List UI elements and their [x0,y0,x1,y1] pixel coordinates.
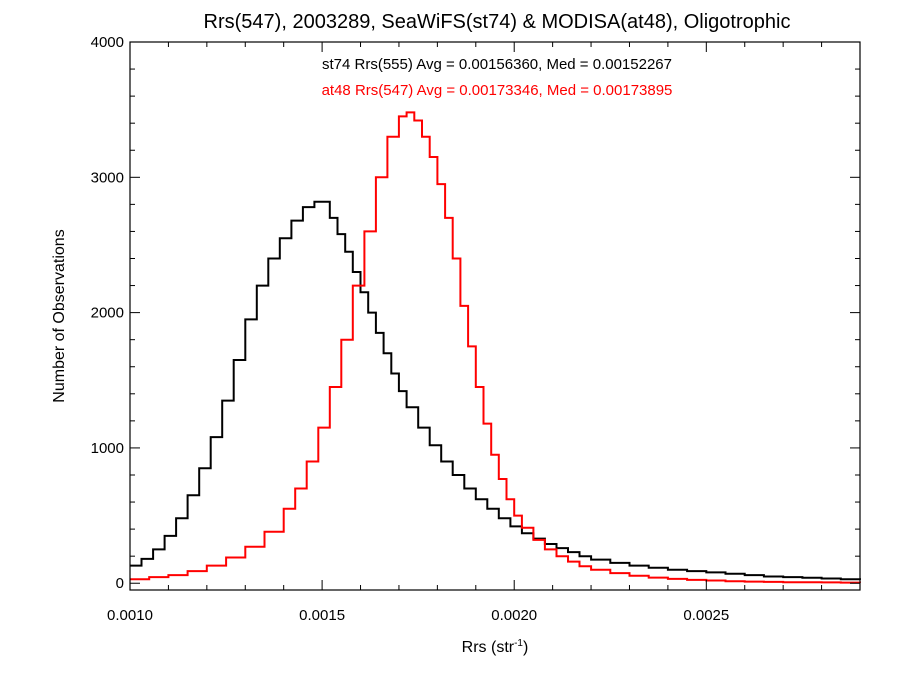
y-tick-label: 4000 [91,34,124,51]
x-axis-label-main: Rrs (str [462,639,515,656]
x-tick-label: 0.0015 [299,607,345,624]
y-tick-label: 3000 [91,169,124,186]
x-tick-label: 0.0020 [491,607,537,624]
annotation-at48: at48 Rrs(547) Avg = 0.00173346, Med = 0.… [322,82,673,99]
series-layer [130,111,861,584]
series-at48-line [130,111,861,584]
y-tick-label: 0 [116,575,124,592]
x-tick-label: 0.0010 [107,607,153,624]
annotation-st74: st74 Rrs(555) Avg = 0.00156360, Med = 0.… [322,56,672,73]
y-tick-label: 2000 [91,305,124,322]
x-axis-label-end: ) [523,639,528,656]
axis-ticks: 0.0010 0.0015 0.0020 0.0025 0 1000 2000 3000 400… [91,34,860,624]
x-axis-label: Rrs (str-1) [462,638,529,656]
x-axis-label-sup: -1 [514,638,523,649]
chart-title: Rrs(547), 2003289, SeaWiFS(st74) & MODIS… [204,11,791,33]
y-axis-label: Number of Observations [51,229,68,402]
series-st74-line [130,200,861,581]
y-tick-label: 1000 [91,440,124,457]
plot-frame [129,41,861,591]
x-tick-label: 0.0025 [683,607,729,624]
